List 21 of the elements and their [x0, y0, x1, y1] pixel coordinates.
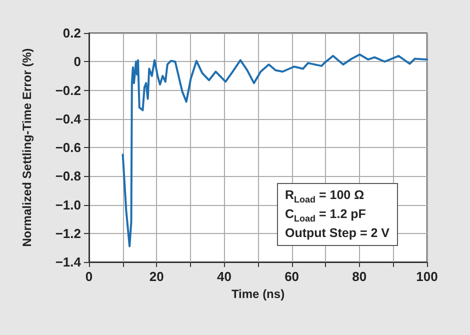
y-tick-label: −1.2 — [55, 226, 81, 241]
y-tick-label: −1.4 — [55, 254, 82, 270]
annotation: Output Step = 2 V — [285, 225, 390, 242]
y-tick-label: −1.0 — [55, 197, 81, 212]
x-tick-label: 40 — [216, 269, 232, 284]
x-tick-label: 100 — [416, 269, 438, 284]
annotation: R$_{Load}$ = 100 Ω — [285, 187, 366, 206]
x-tick-label: 60 — [284, 269, 300, 284]
line-series — [122, 53, 428, 248]
y-tick-label: −0.6 — [55, 140, 81, 155]
x-tick-label: 20 — [149, 269, 164, 284]
y-tick-label: −0.2 — [55, 82, 81, 98]
x-tick-label: 0 — [85, 269, 93, 284]
y-tick-label: −0.8 — [55, 168, 81, 184]
x-axis-title: Time (ns) — [231, 286, 285, 301]
y-tick-label: −0.4 — [55, 111, 82, 126]
y-tick-label: 0.2 — [62, 26, 81, 40]
annotation: C$_{Load}$ = 1.2 pF — [285, 206, 367, 226]
y-axis-title: Normalized Settling-Time Error (%) — [20, 48, 34, 247]
x-tick-label: 80 — [352, 269, 367, 284]
y-tick-label: 0 — [74, 54, 81, 70]
